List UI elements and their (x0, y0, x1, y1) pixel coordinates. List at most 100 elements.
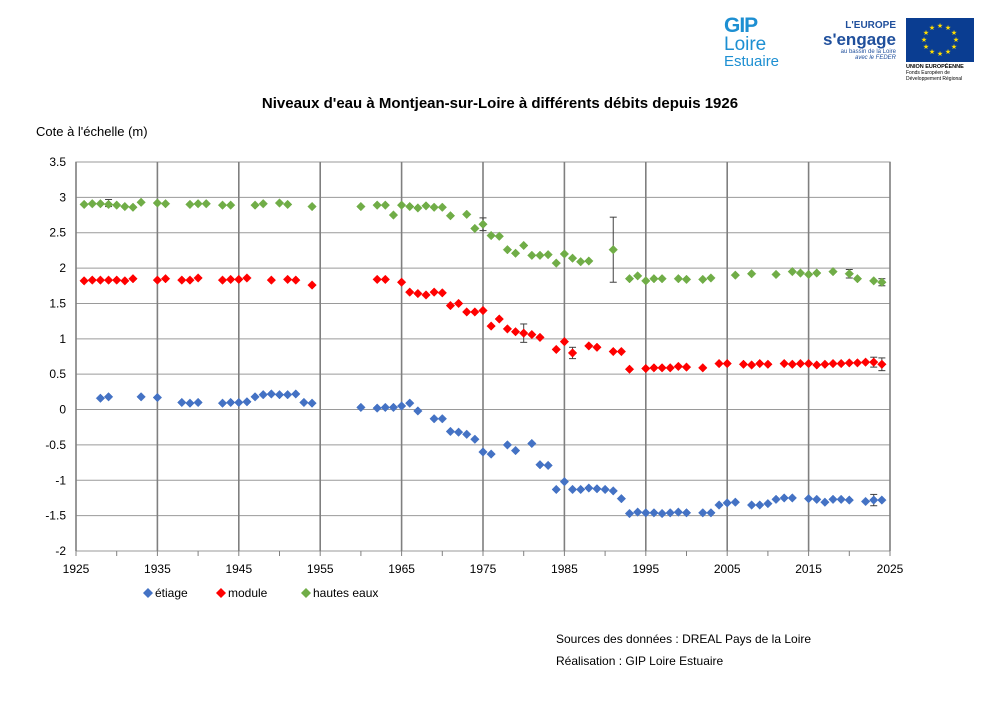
data-point (250, 392, 260, 402)
data-point (567, 348, 578, 358)
data-point (470, 434, 480, 444)
data-point (226, 397, 236, 408)
data-point (103, 199, 114, 210)
data-point (258, 390, 268, 400)
eu-flag-logo: ★ ★ ★ ★ ★ ★ ★ ★ ★ ★ ★ ★ UNION EUROPÉENNE Fonds E… (906, 18, 982, 88)
data-point (706, 273, 716, 283)
data-point (746, 500, 757, 510)
data-point (567, 253, 578, 263)
data-point (649, 508, 659, 518)
data-point (763, 359, 773, 369)
data-point (510, 327, 521, 337)
data-point (633, 507, 643, 517)
data-point (429, 414, 439, 424)
data-point (860, 357, 871, 367)
data-point (665, 508, 675, 518)
europe-logo-line4: avec le FEDER (854, 55, 896, 61)
y-tick-label: -2 (55, 544, 66, 558)
data-point (535, 250, 545, 261)
data-point (860, 496, 871, 507)
data-point (445, 426, 456, 437)
data-point (307, 201, 317, 212)
data-point (779, 358, 789, 369)
data-point (763, 498, 773, 509)
data-point (217, 398, 228, 408)
data-point (681, 274, 692, 285)
data-point (535, 460, 545, 470)
data-point (551, 344, 561, 355)
data-point (698, 274, 708, 285)
data-point (641, 508, 651, 518)
data-point (250, 200, 260, 210)
x-tick-label: 1985 (551, 562, 578, 576)
data-point (242, 273, 252, 283)
data-point (600, 484, 610, 495)
data-point (405, 201, 415, 212)
gip-logo-line1: GIP (724, 14, 758, 37)
svg-text:★: ★ (929, 24, 935, 32)
y-tick-label: -1.5 (45, 509, 66, 523)
data-point (812, 494, 822, 505)
data-point (657, 363, 667, 373)
data-point (152, 198, 163, 208)
svg-text:★: ★ (929, 48, 935, 56)
data-point (755, 500, 765, 510)
y-tick-label: 3.5 (49, 155, 66, 169)
data-point (160, 274, 171, 284)
data-point (657, 274, 667, 284)
data-point (576, 484, 586, 495)
gip-logo-line3: Estuaire (724, 53, 780, 70)
data-point (453, 427, 464, 437)
data-point (787, 266, 797, 277)
svg-text:★: ★ (923, 43, 929, 51)
legend-label: étiage (155, 586, 188, 600)
data-source-note: Sources des données : DREAL Pays de la L… (556, 632, 812, 646)
data-point (372, 200, 382, 210)
data-point (470, 307, 480, 317)
data-point (193, 273, 203, 283)
data-point (722, 358, 732, 369)
data-point (478, 219, 488, 229)
data-point (405, 287, 415, 297)
data-point (519, 328, 529, 338)
data-point (112, 200, 122, 210)
data-point (820, 497, 830, 507)
x-tick-label: 1925 (63, 562, 90, 576)
data-point (502, 440, 513, 450)
svg-text:★: ★ (945, 24, 951, 32)
data-point (486, 230, 496, 241)
data-point (592, 342, 602, 352)
data-point (95, 275, 106, 285)
legend-marker (300, 587, 312, 599)
svg-text:★: ★ (951, 43, 957, 51)
data-point (307, 398, 317, 408)
data-point (307, 280, 317, 290)
data-point (608, 346, 618, 357)
europe-logo-line3: au bassin de la Loire (840, 49, 896, 55)
data-point (396, 200, 407, 210)
data-point (649, 274, 659, 284)
data-point (234, 274, 244, 285)
x-tick-label: 1955 (307, 562, 334, 576)
data-point (79, 276, 89, 286)
data-point (291, 275, 301, 285)
data-point (282, 199, 293, 210)
data-point (584, 256, 594, 266)
data-point (657, 508, 667, 519)
data-point (869, 357, 879, 367)
data-point (559, 249, 570, 259)
data-point (128, 202, 138, 212)
data-point (396, 401, 407, 411)
data-point (177, 275, 187, 285)
data-point (274, 390, 285, 400)
data-point (844, 495, 854, 505)
gip-loire-estuaire-logo: GIP Loire Estuaire (724, 14, 794, 80)
data-point (356, 201, 366, 212)
y-tick-label: 1 (59, 332, 66, 346)
data-point (226, 274, 236, 285)
x-tick-label: 2015 (795, 562, 822, 576)
data-point (616, 346, 627, 357)
data-point (185, 199, 195, 210)
data-point (388, 402, 399, 413)
